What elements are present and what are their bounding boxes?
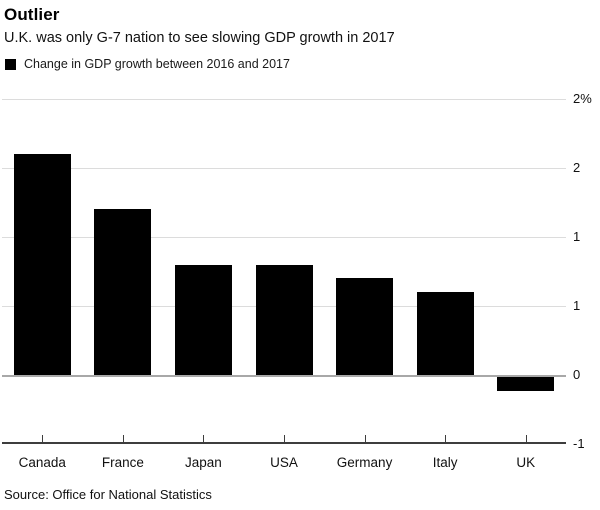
y-axis-label: 1 — [573, 298, 581, 313]
x-axis-label-uk: UK — [516, 455, 536, 470]
bar-germany — [336, 278, 394, 375]
x-axis-label-usa: USA — [270, 455, 298, 470]
axis-tick — [445, 435, 447, 443]
axis-tick — [364, 435, 366, 443]
bar-uk — [497, 377, 555, 391]
bar-france — [94, 209, 152, 375]
gridline — [2, 167, 566, 169]
x-axis-label-canada: Canada — [18, 455, 66, 470]
y-axis-label: 2% — [573, 91, 592, 106]
axis-tick — [122, 435, 124, 443]
gridline — [2, 236, 566, 238]
gridline — [2, 98, 566, 100]
axis-tick — [203, 435, 205, 443]
axis-tick — [525, 435, 527, 443]
chart-subtitle: U.K. was only G-7 nation to see slowing … — [4, 30, 395, 46]
plot-area — [2, 98, 566, 444]
axis-tick — [284, 435, 285, 443]
y-axis-label: 1 — [573, 229, 581, 244]
y-axis-label: -1 — [573, 436, 585, 451]
legend: Change in GDP growth between 2016 and 20… — [5, 57, 290, 71]
bar-usa — [255, 264, 313, 375]
source-attribution: Source: Office for National Statistics — [4, 487, 212, 502]
axis-tick — [42, 435, 44, 443]
x-axis-label-france: France — [101, 455, 144, 470]
x-axis-label-japan: Japan — [185, 455, 222, 470]
legend-swatch-icon — [5, 58, 16, 70]
x-axis-label-germany: Germany — [336, 455, 393, 470]
bar-canada — [13, 154, 71, 375]
zero-gridline — [2, 375, 566, 377]
bar-japan — [174, 264, 232, 375]
bar-italy — [416, 292, 474, 375]
y-axis-label: 2 — [573, 160, 581, 175]
legend-label: Change in GDP growth between 2016 and 20… — [24, 57, 290, 71]
y-axis-label: 0 — [573, 367, 581, 382]
x-axis-line — [2, 442, 566, 444]
chart-title: Outlier — [4, 5, 60, 24]
x-axis-label-italy: Italy — [432, 455, 458, 470]
